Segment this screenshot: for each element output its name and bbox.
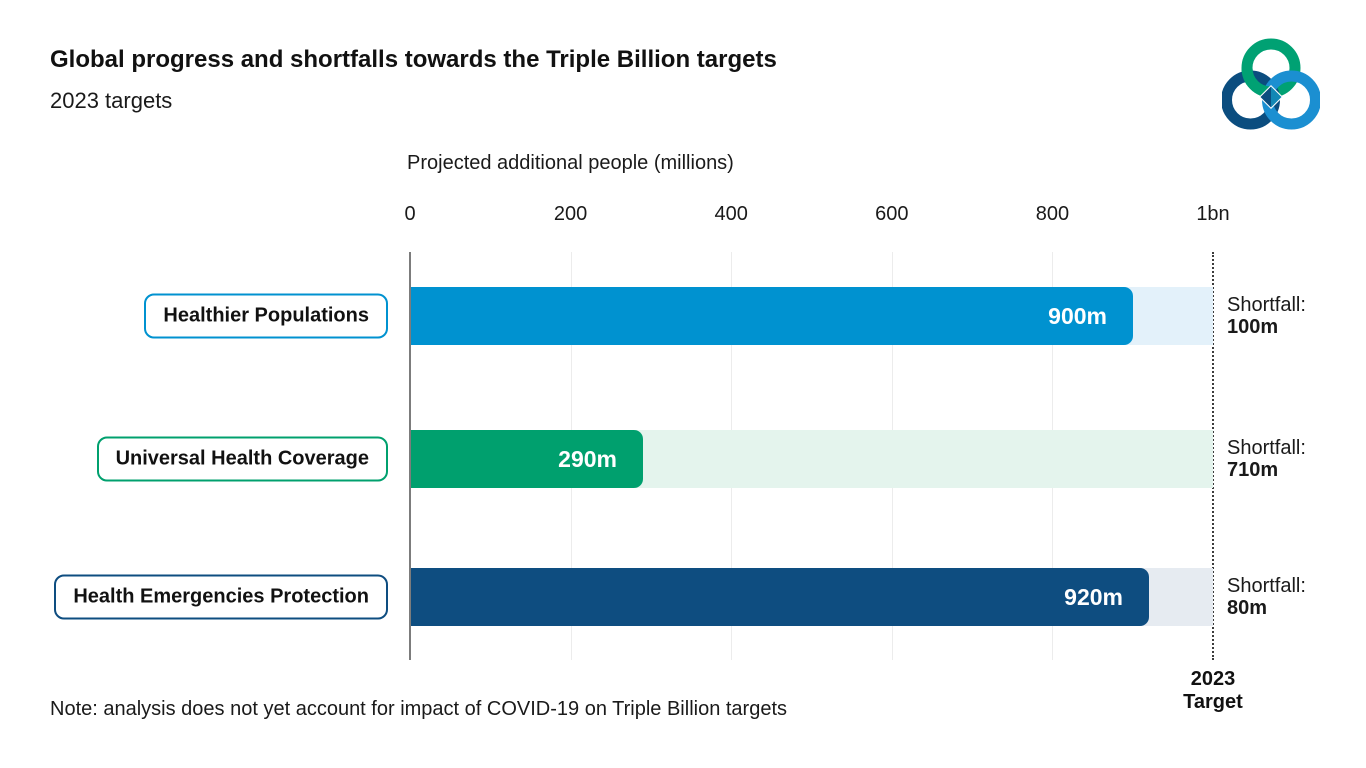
page-subtitle: 2023 targets bbox=[50, 88, 173, 113]
target-label-line2: Target bbox=[1183, 691, 1243, 713]
page-title: Global progress and shortfalls towards t… bbox=[50, 46, 777, 73]
shortfall-value: 710m bbox=[1227, 459, 1279, 481]
shortfall-value: 100m bbox=[1227, 316, 1279, 338]
footnote: Note: analysis does not yet account for … bbox=[50, 698, 788, 720]
shortfall-value: 80m bbox=[1227, 597, 1268, 619]
category-label: Healthier Populations bbox=[163, 304, 369, 327]
bar-fill: 900m bbox=[411, 287, 1133, 345]
shortfall-annotation: Shortfall: 100m bbox=[1227, 287, 1306, 345]
category-label-box: Universal Health Coverage bbox=[96, 436, 388, 482]
x-axis-title: Projected additional people (millions) bbox=[407, 152, 734, 174]
category-label: Health Emergencies Protection bbox=[73, 585, 369, 608]
category-label: Universal Health Coverage bbox=[115, 447, 369, 470]
bar-fill: 920m bbox=[411, 568, 1149, 626]
shortfall-prefix: Shortfall: bbox=[1227, 294, 1306, 316]
target-label: 2023 Target bbox=[1143, 668, 1283, 714]
bar-row: 900m Healthier Populations Shortfall: 10… bbox=[0, 287, 1366, 345]
category-label-box: Healthier Populations bbox=[144, 293, 388, 339]
bar-value-label: 900m bbox=[1048, 302, 1107, 329]
target-label-line1: 2023 bbox=[1190, 668, 1236, 690]
category-label-box: Health Emergencies Protection bbox=[54, 574, 388, 620]
shortfall-prefix: Shortfall: bbox=[1227, 437, 1306, 459]
shortfall-annotation: Shortfall: 80m bbox=[1227, 568, 1306, 626]
shortfall-prefix: Shortfall: bbox=[1227, 575, 1306, 597]
bar-row: 920m Health Emergencies Protection Short… bbox=[0, 568, 1366, 626]
shortfall-annotation: Shortfall: 710m bbox=[1227, 430, 1306, 488]
bar-fill: 290m bbox=[411, 430, 643, 488]
target-dotted-line bbox=[1212, 252, 1214, 660]
bar-value-label: 920m bbox=[1064, 583, 1123, 610]
x-tick-label: 600 bbox=[875, 203, 909, 225]
y-axis-line bbox=[409, 252, 411, 660]
x-tick-label: 800 bbox=[1035, 203, 1070, 225]
x-tick-label: 0 bbox=[404, 203, 416, 225]
bar-value-label: 290m bbox=[558, 445, 617, 472]
triple-billion-logo-icon bbox=[1222, 38, 1320, 130]
bar-row: 290m Universal Health Coverage Shortfall… bbox=[0, 430, 1366, 488]
x-tick-label: 1bn bbox=[1196, 203, 1230, 225]
x-tick-label: 200 bbox=[553, 203, 588, 225]
x-tick-label: 400 bbox=[714, 203, 748, 225]
